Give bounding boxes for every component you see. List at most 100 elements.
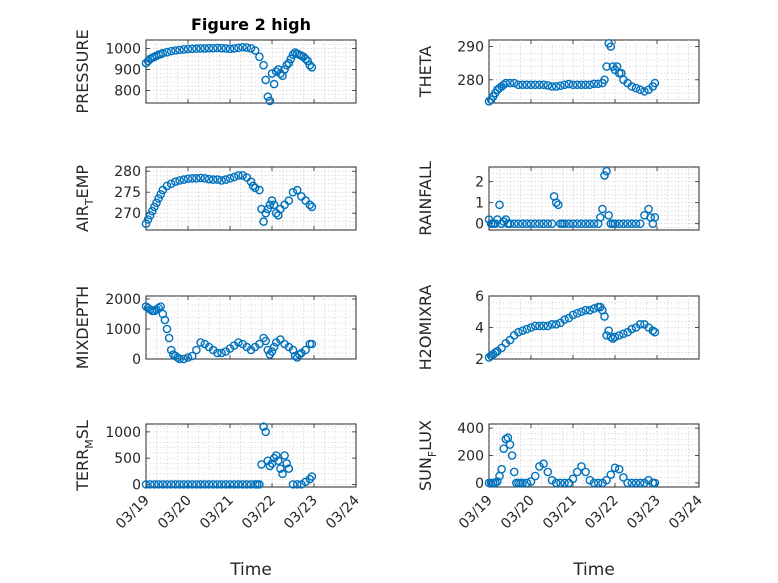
data-point — [627, 219, 637, 228]
data-point — [598, 204, 607, 214]
data-point — [217, 348, 226, 358]
data-point — [556, 81, 565, 91]
data-point — [514, 219, 523, 228]
data-point — [154, 303, 163, 313]
data-point — [606, 470, 616, 479]
series-points-8 — [484, 433, 660, 488]
data-point — [560, 315, 569, 324]
data-point — [631, 83, 641, 93]
y-tick-label: 1000 — [105, 425, 141, 441]
data-point — [635, 219, 645, 228]
series-points-3 — [141, 171, 317, 228]
data-point — [627, 324, 637, 334]
x-tick-label: 03/23 — [624, 493, 664, 533]
data-point — [526, 477, 536, 486]
subplot-4: 0 1 2 RAINFALL — [416, 161, 700, 236]
data-point — [604, 210, 614, 220]
data-point — [631, 478, 641, 488]
data-point — [269, 342, 279, 352]
data-point — [539, 321, 548, 331]
data-point — [278, 469, 287, 479]
x-tick-label: 03/24 — [666, 492, 706, 532]
data-point — [522, 80, 532, 90]
data-point — [147, 206, 157, 216]
data-point — [543, 81, 553, 90]
subplot-1: 800 900 1000 PRESSURE — [73, 29, 357, 114]
data-point — [175, 354, 184, 364]
data-point — [187, 480, 197, 489]
data-point — [644, 204, 653, 214]
data-point — [143, 215, 153, 224]
data-point — [297, 480, 306, 489]
data-point — [593, 79, 603, 89]
data-point — [568, 310, 578, 320]
data-point — [192, 480, 201, 489]
x-tick-label: 03/21 — [197, 493, 237, 533]
data-point — [589, 478, 599, 488]
data-point — [568, 80, 578, 90]
data-point — [301, 477, 310, 487]
data-point — [585, 305, 595, 315]
series-points-1 — [141, 42, 317, 106]
data-point — [271, 67, 281, 76]
data-point — [238, 42, 247, 52]
data-point — [204, 480, 214, 489]
subplot-5: 0 1000 2000 MIXDEPTH — [73, 286, 357, 369]
data-point — [175, 480, 184, 489]
data-point — [593, 478, 603, 488]
data-point — [577, 219, 586, 228]
data-point — [577, 462, 586, 471]
data-point — [505, 219, 515, 228]
data-point — [261, 336, 271, 346]
data-point — [614, 331, 624, 340]
data-point — [175, 176, 184, 185]
data-point — [619, 329, 628, 339]
data-point — [238, 171, 247, 180]
data-point — [497, 343, 506, 353]
y-axis-label-5: MIXDEPTH — [73, 286, 92, 369]
data-point — [623, 478, 632, 488]
y-axis-label-8: SUNFLUX — [416, 420, 439, 491]
data-point — [192, 345, 201, 355]
data-point — [196, 173, 205, 183]
data-point — [179, 480, 189, 489]
data-point — [650, 213, 660, 222]
y-tick-label: 2 — [475, 352, 484, 368]
data-point — [539, 459, 548, 469]
x-tick-label: 03/20 — [498, 493, 538, 533]
data-point — [619, 473, 628, 482]
data-point — [596, 213, 605, 222]
data-point — [509, 219, 519, 228]
data-point — [229, 480, 239, 489]
series-points-5 — [141, 302, 317, 364]
data-point — [490, 219, 500, 228]
data-point — [543, 467, 553, 477]
data-point — [248, 181, 258, 191]
x-tick-label: 03/21 — [540, 493, 580, 533]
data-point — [166, 480, 176, 489]
data-point — [495, 200, 504, 210]
data-point — [509, 78, 519, 88]
data-point — [614, 219, 624, 228]
data-point — [229, 44, 239, 53]
data-point — [208, 43, 218, 53]
data-point — [610, 219, 620, 228]
y-axis-label-1: PRESSURE — [73, 29, 92, 113]
data-point — [539, 219, 548, 228]
data-point — [179, 354, 189, 364]
y-tick-label: 200 — [457, 449, 484, 465]
data-point — [551, 320, 561, 329]
data-point — [183, 174, 193, 184]
series-points-2 — [484, 39, 660, 106]
data-point — [156, 302, 165, 311]
data-point — [526, 323, 536, 332]
y-tick-label: 800 — [114, 83, 141, 99]
data-point — [187, 351, 197, 361]
x-tick-label: 03/19 — [113, 493, 153, 533]
data-point — [577, 307, 586, 317]
data-point — [635, 478, 645, 488]
data-point — [640, 87, 649, 96]
data-point — [572, 219, 582, 228]
y-axis-label-2: THETA — [416, 46, 435, 98]
data-point — [551, 82, 561, 91]
